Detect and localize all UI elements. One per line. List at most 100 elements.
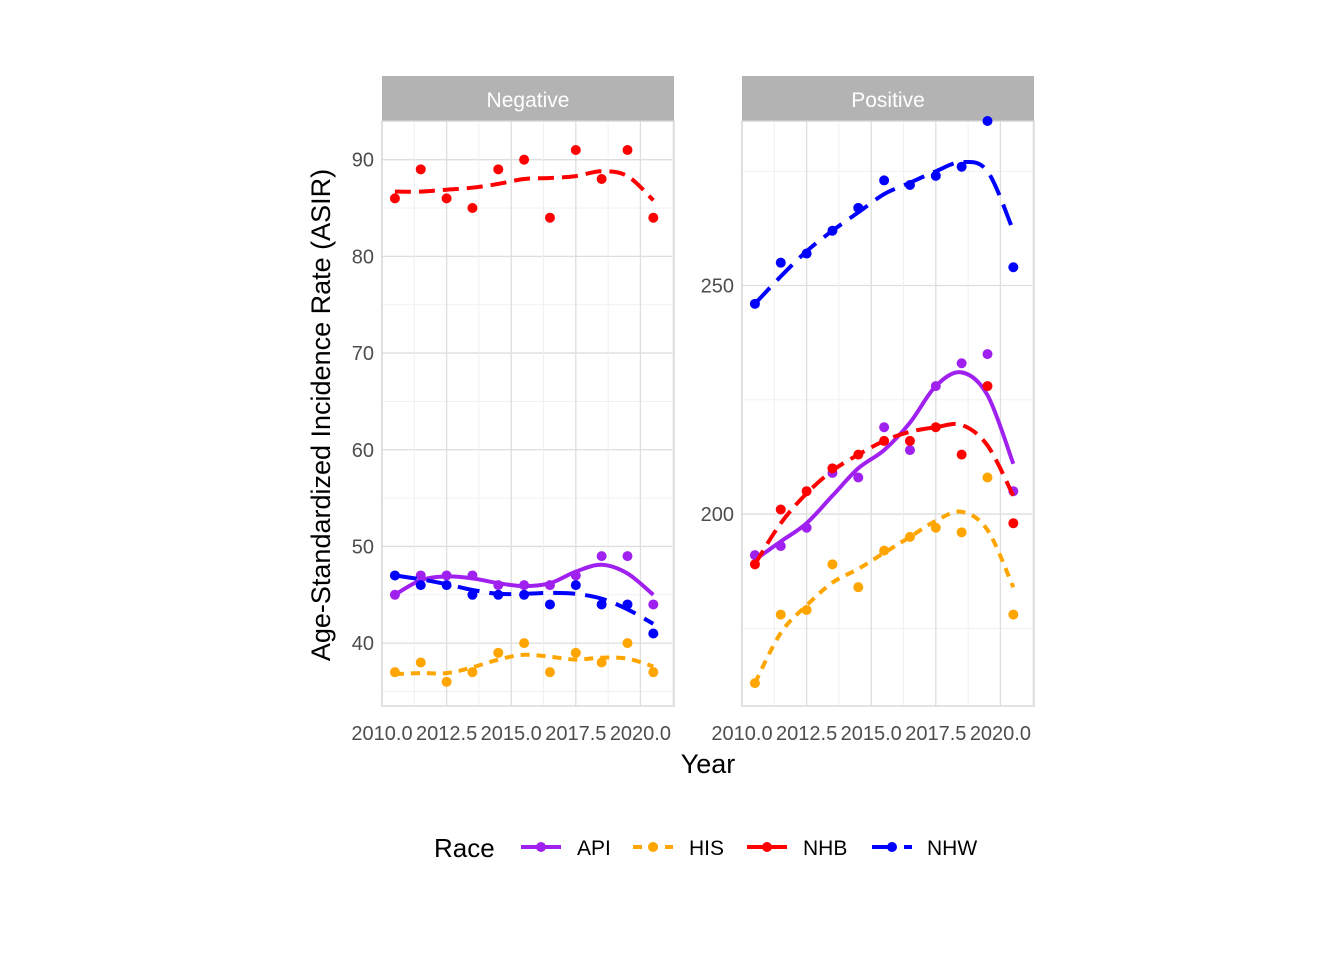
data-point-his (879, 545, 890, 556)
data-point-his (956, 527, 967, 538)
legend-item-his: HIS (633, 837, 724, 860)
data-point-nhw (930, 170, 941, 181)
legend-label: NHB (803, 837, 847, 860)
x-tick-label: 2015.0 (841, 723, 902, 745)
trend-line-his (394, 652, 654, 677)
y-tick-label: 70 (352, 343, 374, 365)
strip-positive (742, 76, 1034, 121)
data-point-api (493, 580, 504, 591)
data-point-nhb (441, 193, 452, 204)
legend-item-api: API (521, 837, 611, 860)
data-point-nhb (956, 449, 967, 460)
y-tick-label: 250 (701, 276, 734, 298)
x-tick-label: 2012.5 (416, 723, 477, 745)
data-point-api (879, 422, 890, 433)
y-tick-label: 200 (701, 504, 734, 526)
strip-title-positive: Positive (851, 89, 925, 112)
data-point-nhw (519, 589, 530, 600)
y-tick-label: 50 (352, 536, 374, 558)
data-point-nhb (389, 193, 400, 204)
data-point-api (904, 445, 915, 456)
data-point-nhb (801, 486, 812, 497)
data-point-api (930, 381, 941, 392)
legend-key-point (536, 842, 546, 852)
y-tick-label: 40 (352, 633, 374, 655)
data-point-his (904, 531, 915, 542)
data-point-nhb (493, 164, 504, 175)
legend-label: HIS (689, 837, 724, 860)
data-point-his (570, 647, 581, 658)
data-point-his (596, 657, 607, 668)
panel-border-negative (381, 120, 675, 707)
x-tick-labels-negative: 2010.0 2012.5 2015.0 2017.5 2020.0 (351, 723, 671, 745)
data-point-nhb (519, 154, 530, 165)
data-point-nhw (415, 580, 426, 591)
data-point-api (775, 541, 786, 552)
data-point-nhw (596, 599, 607, 610)
x-tick-label: 2020.0 (610, 723, 671, 745)
data-point-api (544, 580, 555, 591)
series-layer-negative (389, 145, 659, 687)
panel-positive: Positive 200 250 2010.0 2012.5 2015.0 2017.5… (701, 76, 1035, 745)
legend-key-point (887, 842, 897, 852)
x-tick-labels-positive: 2010.0 2012.5 2015.0 2017.5 2020.0 (711, 723, 1031, 745)
data-point-nhw (879, 175, 890, 186)
data-point-his (493, 647, 504, 658)
data-point-nhb (827, 463, 838, 474)
legend-item-nhw: NHW (872, 837, 977, 860)
legend-title: Race (434, 833, 495, 863)
data-point-api (982, 349, 993, 360)
data-point-his (519, 638, 530, 649)
series-nhb-negative (389, 145, 659, 223)
data-point-nhb (904, 435, 915, 446)
y-tick-label: 60 (352, 440, 374, 462)
legend: Race API HIS NHB NHW (434, 833, 977, 863)
data-point-api (415, 570, 426, 581)
y-axis-title: Age-Standardized Incidence Rate (ASIR) (306, 169, 336, 661)
data-point-nhb (544, 212, 555, 223)
x-tick-label: 2012.5 (776, 723, 837, 745)
data-point-his (853, 582, 864, 593)
data-point-nhb (879, 435, 890, 446)
data-point-nhb (982, 381, 993, 392)
data-point-nhb (853, 449, 864, 460)
data-point-nhb (467, 203, 478, 214)
data-point-nhw (775, 257, 786, 268)
data-point-nhw (648, 628, 659, 639)
x-tick-label: 2017.5 (905, 723, 966, 745)
data-point-api (853, 472, 864, 483)
y-tick-label: 80 (352, 246, 374, 268)
legend-label: API (577, 837, 611, 860)
data-point-nhb (1008, 518, 1019, 529)
data-point-api (389, 589, 400, 600)
x-tick-label: 2015.0 (481, 723, 542, 745)
series-his-positive (749, 472, 1019, 689)
data-point-api (596, 551, 607, 562)
data-point-nhb (930, 422, 941, 433)
trend-line-nhw (753, 159, 1016, 306)
y-tick-labels-negative: 40 50 60 70 80 90 (352, 150, 374, 655)
series-layer-positive (749, 116, 1019, 689)
data-point-his (544, 667, 555, 678)
data-point-nhw (801, 248, 812, 259)
data-point-nhw (389, 570, 400, 581)
data-point-nhw (982, 116, 993, 126)
data-point-api (801, 522, 812, 533)
data-point-his (749, 678, 760, 689)
data-point-his (467, 667, 478, 678)
series-nhw-positive (749, 116, 1019, 309)
data-point-api (648, 599, 659, 610)
data-point-nhw (441, 580, 452, 591)
panel-border-positive (741, 120, 1035, 707)
x-tick-label: 2017.5 (545, 723, 606, 745)
legend-item-nhb: NHB (747, 837, 847, 860)
x-tick-label: 2010.0 (351, 723, 412, 745)
trend-line-his (753, 509, 1016, 685)
strip-title-negative: Negative (487, 89, 570, 112)
data-point-api (519, 580, 530, 591)
data-point-his (775, 609, 786, 620)
trend-line-api (753, 370, 1016, 562)
data-point-his (930, 522, 941, 533)
data-point-his (389, 667, 400, 678)
